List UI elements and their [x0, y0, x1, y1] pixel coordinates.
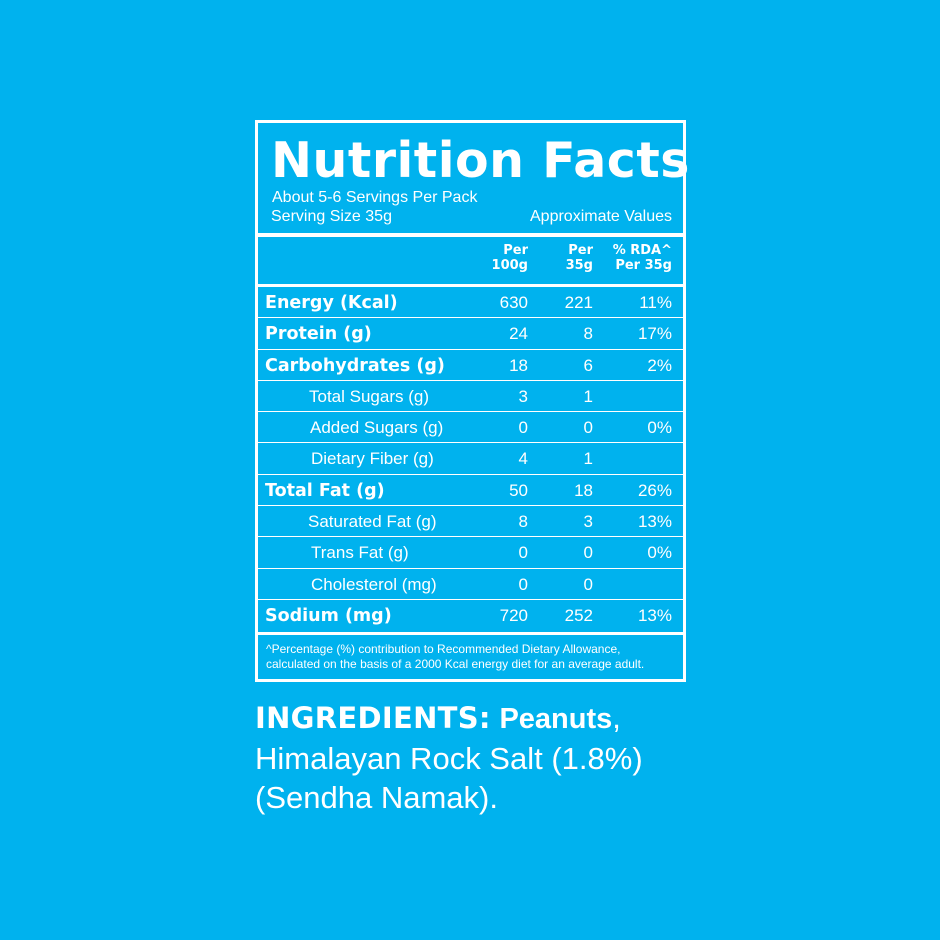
column-header-per-100g: Per 100g — [492, 243, 528, 273]
value-per-100g: 8 — [518, 512, 528, 532]
column-header-divider — [258, 284, 683, 287]
value-rda: 26% — [637, 480, 672, 500]
value-per-35g: 0 — [583, 543, 593, 563]
approximate-values-note: Approximate Values — [530, 208, 672, 225]
nutrient-label: Protein (g) — [265, 324, 372, 345]
value-per-35g: 221 — [564, 293, 593, 312]
ingredient-peanuts: Peanuts — [499, 703, 613, 735]
table-row: Added Sugars (g) 0 0 0% — [258, 412, 683, 444]
value-per-35g: 6 — [583, 355, 593, 375]
value-per-100g: 24 — [509, 324, 528, 344]
value-per-100g: 720 — [499, 605, 528, 625]
ingredients-line: INGREDIENTS: Peanuts, — [255, 698, 705, 739]
nutrient-label: Trans Fat (g) — [311, 543, 409, 563]
ingredients-heading: INGREDIENTS: — [255, 701, 491, 735]
nutrient-label: Total Sugars (g) — [309, 386, 429, 406]
ingredients-section: INGREDIENTS: Peanuts, Himalayan Rock Sal… — [255, 698, 705, 817]
table-row: Dietary Fiber (g) 4 1 — [258, 443, 683, 475]
nutrient-label: Cholesterol (mg) — [311, 574, 437, 594]
nutrient-label: Added Sugars (g) — [310, 418, 444, 438]
nutrient-label: Saturated Fat (g) — [308, 512, 437, 532]
value-per-100g: 0 — [518, 418, 528, 438]
value-per-35g: 252 — [564, 605, 593, 625]
ingredients-line: Himalayan Rock Salt (1.8%) — [255, 741, 643, 776]
nutrient-label: Carbohydrates (g) — [265, 355, 445, 376]
header-block: Nutrition Facts About 5-6 Servings Per P… — [258, 123, 689, 233]
footnote-divider — [258, 632, 683, 635]
value-per-35g: 0 — [583, 418, 593, 438]
ingredient-separator: , — [612, 700, 621, 735]
value-rda: 11% — [639, 293, 672, 312]
value-per-35g: 3 — [583, 512, 593, 532]
column-header-line: Per — [503, 243, 528, 258]
nutrient-label: Energy (Kcal) — [265, 293, 398, 313]
value-per-35g: 18 — [574, 480, 593, 500]
nutrient-label: Sodium (mg) — [265, 605, 392, 626]
table-row: Saturated Fat (g) 8 3 13% — [258, 506, 683, 538]
table-row: Protein (g) 24 8 17% — [258, 318, 683, 350]
footnote-line: calculated on the basis of a 2000 Kcal e… — [266, 657, 645, 671]
column-header-per-35g: Per 35g — [566, 243, 593, 273]
value-per-100g: 0 — [518, 543, 528, 563]
value-rda: 2% — [647, 355, 672, 375]
value-per-35g: 0 — [583, 574, 593, 594]
column-header-line: 100g — [491, 258, 528, 273]
value-rda: 17% — [637, 324, 672, 344]
value-per-100g: 630 — [499, 293, 528, 312]
value-rda: 0% — [647, 418, 672, 438]
table-row: Sodium (mg) 720 252 13% — [258, 600, 683, 631]
value-per-100g: 3 — [518, 386, 528, 406]
value-rda: 13% — [637, 512, 672, 532]
value-per-35g: 8 — [583, 324, 593, 344]
header-divider — [258, 233, 683, 237]
column-header-line: Per — [568, 243, 593, 258]
value-per-100g: 18 — [509, 355, 528, 375]
value-rda: 0% — [647, 543, 672, 563]
column-header-rda: % RDA^ Per 35g — [613, 243, 672, 273]
serving-size: Serving Size 35g — [271, 208, 392, 225]
value-per-100g: 4 — [518, 449, 528, 469]
table-row: Carbohydrates (g) 18 6 2% — [258, 350, 683, 381]
table-row: Trans Fat (g) 0 0 0% — [258, 537, 683, 569]
footnote-line: ^Percentage (%) contribution to Recommen… — [266, 642, 621, 656]
ingredients-line: (Sendha Namak). — [255, 780, 498, 815]
table-row: Energy (Kcal) 630 221 11% — [258, 287, 683, 319]
column-header-line: Per 35g — [615, 258, 672, 273]
value-per-35g: 1 — [583, 449, 593, 469]
nutrient-label: Total Fat (g) — [265, 480, 385, 501]
value-per-100g: 50 — [509, 480, 528, 500]
nutrient-table: Energy (Kcal) 630 221 11% Protein (g) 24… — [258, 287, 683, 631]
column-header-line: % RDA^ — [612, 243, 672, 258]
rda-footnote: ^Percentage (%) contribution to Recommen… — [266, 642, 644, 672]
value-per-35g: 1 — [583, 386, 593, 406]
table-row: Total Sugars (g) 3 1 — [258, 381, 683, 413]
nutrition-facts-panel: Nutrition Facts About 5-6 Servings Per P… — [255, 120, 689, 682]
table-row: Cholesterol (mg) 0 0 — [258, 569, 683, 600]
servings-per-pack: About 5-6 Servings Per Pack — [272, 189, 478, 206]
table-row: Total Fat (g) 50 18 26% — [258, 475, 683, 507]
value-rda: 13% — [637, 605, 672, 625]
panel-title: Nutrition Facts — [271, 132, 690, 189]
value-per-100g: 0 — [518, 574, 528, 594]
column-header-line: 35g — [565, 258, 593, 273]
nutrient-label: Dietary Fiber (g) — [311, 449, 434, 469]
